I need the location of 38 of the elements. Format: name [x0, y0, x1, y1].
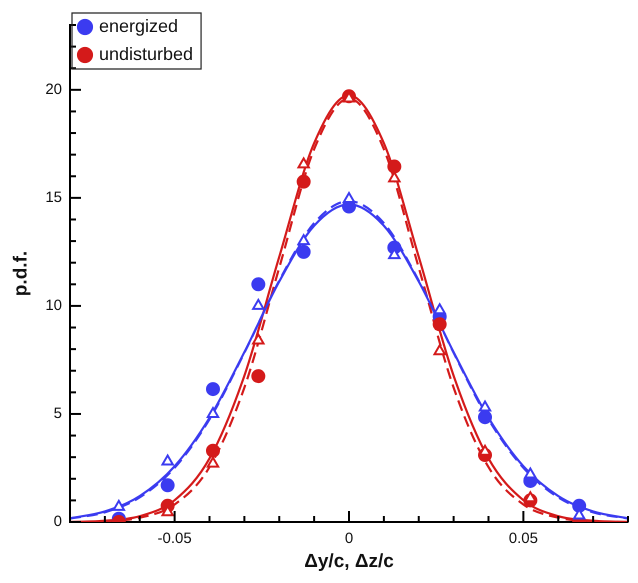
point [206, 382, 220, 396]
point [572, 498, 586, 513]
point [112, 500, 126, 511]
point [252, 298, 265, 310]
point [251, 277, 266, 292]
x-tick-label: -0.05 [158, 530, 192, 548]
point [478, 400, 492, 412]
x-tick-label: 0.05 [508, 530, 538, 548]
y-tick-label: 20 [45, 80, 62, 98]
point [206, 444, 220, 458]
point [251, 369, 266, 384]
y-axis-title: p.d.f. [10, 250, 32, 296]
point [252, 333, 265, 344]
point [206, 406, 220, 418]
point [432, 317, 447, 332]
point [433, 344, 446, 356]
point [296, 174, 311, 189]
x-tick-label: 0 [344, 530, 354, 548]
point [387, 160, 402, 174]
point [342, 192, 356, 203]
point [161, 454, 174, 466]
point [206, 456, 220, 468]
legend-label: undisturbed [99, 44, 194, 64]
point [433, 303, 446, 314]
y-tick-label: 10 [45, 297, 62, 314]
legend-label: energized [99, 16, 178, 36]
y-tick-label: 0 [54, 513, 62, 530]
point [297, 234, 310, 246]
point [297, 157, 310, 168]
y-tick-label: 15 [45, 189, 62, 206]
point [160, 478, 175, 492]
point [524, 467, 537, 478]
point [296, 244, 311, 259]
x-axis-title: Δy/c, Δz/c [304, 550, 394, 572]
point [478, 444, 492, 456]
point [478, 410, 492, 424]
point [524, 491, 537, 502]
y-tick-label: 5 [54, 405, 62, 422]
